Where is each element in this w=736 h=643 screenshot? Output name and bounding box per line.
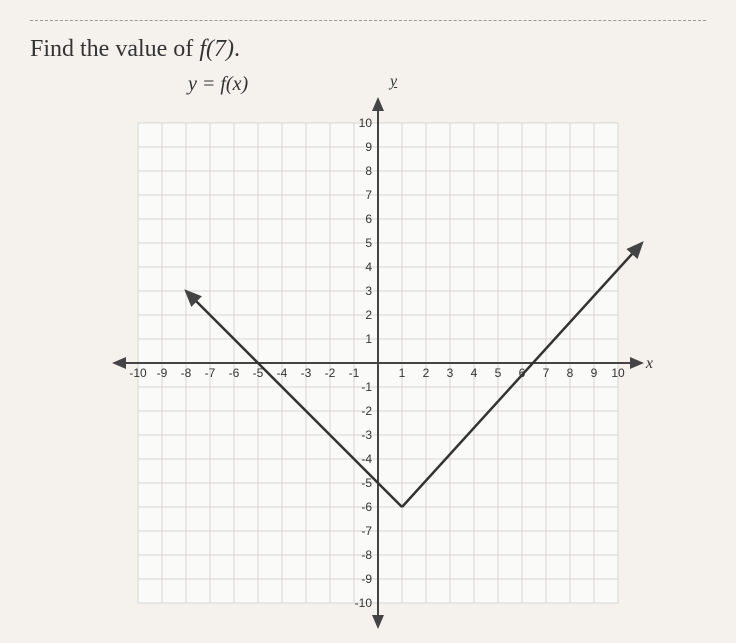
svg-text:-10: -10 <box>355 596 373 610</box>
svg-text:3: 3 <box>447 366 454 380</box>
svg-text:10: 10 <box>611 366 625 380</box>
chart-container: y = f(x) y x -10-9-8-7-6-5-4-3-2-1123456… <box>88 73 648 633</box>
svg-text:-7: -7 <box>361 524 372 538</box>
y-axis-label: y <box>390 73 397 91</box>
svg-text:-7: -7 <box>205 366 216 380</box>
svg-text:3: 3 <box>365 284 372 298</box>
svg-text:-8: -8 <box>361 548 372 562</box>
svg-text:-4: -4 <box>361 452 372 466</box>
svg-text:1: 1 <box>399 366 406 380</box>
svg-text:-6: -6 <box>361 500 372 514</box>
svg-text:2: 2 <box>365 308 372 322</box>
question-suffix: . <box>234 36 240 62</box>
svg-text:4: 4 <box>365 260 372 274</box>
svg-text:-3: -3 <box>361 428 372 442</box>
question-math: f(7) <box>199 36 234 62</box>
x-axis-label: x <box>646 355 653 373</box>
svg-text:-10: -10 <box>129 366 147 380</box>
svg-text:8: 8 <box>567 366 574 380</box>
svg-text:4: 4 <box>471 366 478 380</box>
svg-text:-9: -9 <box>157 366 168 380</box>
svg-text:-8: -8 <box>181 366 192 380</box>
svg-text:-2: -2 <box>361 404 372 418</box>
svg-text:-1: -1 <box>361 380 372 394</box>
svg-text:7: 7 <box>543 366 550 380</box>
svg-text:5: 5 <box>495 366 502 380</box>
svg-text:7: 7 <box>365 188 372 202</box>
svg-text:5: 5 <box>365 236 372 250</box>
svg-text:-9: -9 <box>361 572 372 586</box>
svg-text:6: 6 <box>365 212 372 226</box>
svg-text:2: 2 <box>423 366 430 380</box>
question-prefix: Find the value of <box>30 36 199 62</box>
svg-text:-4: -4 <box>277 366 288 380</box>
svg-text:1: 1 <box>365 332 372 346</box>
svg-text:9: 9 <box>365 140 372 154</box>
coordinate-chart: -10-9-8-7-6-5-4-3-2-11234567891010987654… <box>88 73 648 633</box>
question-text: Find the value of f(7). <box>30 36 706 63</box>
svg-text:8: 8 <box>365 164 372 178</box>
svg-text:-5: -5 <box>361 476 372 490</box>
svg-text:9: 9 <box>591 366 598 380</box>
svg-text:10: 10 <box>359 116 373 130</box>
svg-text:-1: -1 <box>349 366 360 380</box>
svg-text:-3: -3 <box>301 366 312 380</box>
svg-text:-6: -6 <box>229 366 240 380</box>
svg-text:-2: -2 <box>325 366 336 380</box>
equation-label: y = f(x) <box>188 73 248 96</box>
